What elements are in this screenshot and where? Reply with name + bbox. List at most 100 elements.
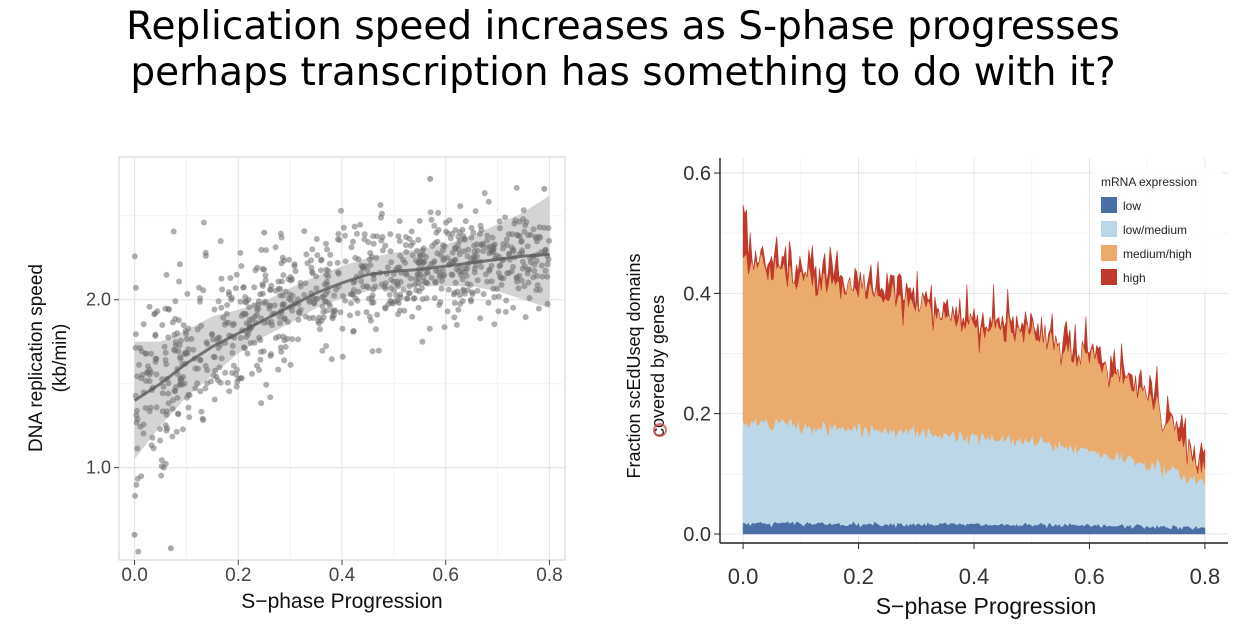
scatter-point	[159, 408, 166, 415]
scatter-point	[268, 318, 275, 325]
scatter-point	[484, 278, 491, 285]
scatter-point	[409, 252, 416, 259]
scatter-point	[472, 208, 479, 215]
scatter-point	[216, 334, 223, 341]
scatter-point	[140, 321, 147, 328]
scatter-point	[210, 336, 216, 343]
scatter-point	[522, 314, 529, 321]
scatter-point	[456, 292, 463, 299]
scatter-point	[367, 317, 374, 324]
scatter-point	[409, 313, 416, 320]
cursor-marker-icon	[653, 423, 667, 437]
scatter-point	[138, 473, 145, 480]
scatter-point	[338, 207, 344, 214]
scatter-point	[370, 240, 377, 247]
scatter-point	[279, 301, 286, 308]
scatter-point	[403, 249, 410, 255]
y-tick-label: 0.2	[683, 404, 711, 426]
scatter-point	[327, 303, 333, 309]
scatter-point	[223, 310, 230, 317]
scatter-point	[419, 338, 426, 345]
scatter-point	[235, 375, 242, 382]
x-axis-label: S−phase Progression	[876, 593, 1097, 619]
scatter-point	[518, 277, 525, 284]
scatter-point	[431, 258, 438, 265]
scatter-point	[350, 327, 357, 334]
scatter-point	[287, 297, 294, 304]
scatter-point	[281, 316, 288, 323]
scatter-point	[521, 228, 528, 235]
scatter-point	[267, 394, 274, 401]
scatter-point	[431, 295, 438, 302]
scatter-point	[257, 356, 264, 363]
scatter-point	[263, 247, 270, 254]
scatter-point	[395, 299, 402, 306]
scatter-point	[364, 267, 371, 274]
scatter-point	[491, 294, 498, 301]
scatter-point	[358, 278, 365, 285]
x-tick-label: 0.2	[843, 564, 874, 589]
scatter-point	[395, 311, 401, 318]
scatter-point	[253, 362, 260, 369]
scatter-point	[511, 220, 518, 227]
scatter-point	[218, 304, 225, 311]
x-tick-label: 0.2	[225, 565, 251, 586]
scatter-point	[165, 306, 172, 313]
scatter-point	[233, 271, 240, 278]
scatter-point	[184, 290, 191, 297]
scatter-point	[301, 292, 308, 298]
scatter-point	[133, 481, 140, 488]
scatter-point	[415, 236, 422, 243]
scatter-point	[200, 219, 207, 226]
scatter-point	[277, 292, 284, 299]
scatter-point	[260, 300, 267, 306]
scatter-point	[175, 348, 182, 355]
y-tick-label: 0.6	[683, 163, 711, 185]
scatter-point	[438, 285, 445, 292]
scatter-point	[374, 233, 381, 240]
scatter-point	[229, 349, 236, 356]
scatter-point	[471, 248, 478, 255]
scatter-point	[192, 385, 199, 392]
scatter-point	[402, 270, 409, 277]
scatter-point	[453, 321, 460, 328]
scatter-point	[137, 345, 144, 351]
area-series-high	[742, 204, 1206, 475]
scatter-point	[198, 322, 205, 329]
scatter-point	[347, 312, 353, 319]
scatter-point	[229, 342, 236, 349]
scatter-point	[388, 259, 395, 266]
scatter-point	[158, 472, 165, 479]
scatter-point	[232, 285, 239, 292]
scatter-point	[170, 228, 177, 235]
legend-label: high	[1123, 271, 1146, 285]
scatter-point	[163, 411, 170, 418]
scatter-point	[388, 285, 395, 292]
scatter-point	[163, 427, 170, 434]
scatter-point	[237, 249, 244, 256]
scatter-point	[146, 303, 153, 310]
scatter-point	[387, 248, 394, 255]
scatter-point	[440, 273, 447, 280]
scatter-point	[544, 300, 551, 307]
x-tick-label: 0.4	[329, 565, 356, 586]
scatter-point	[417, 252, 424, 259]
scatter-point	[202, 385, 209, 392]
scatter-point	[171, 331, 178, 338]
scatter-point	[415, 271, 422, 277]
scatter-point	[297, 283, 304, 290]
scatter-point	[220, 314, 227, 321]
scatter-point	[382, 285, 389, 292]
scatter-point	[439, 267, 446, 274]
scatter-point	[196, 298, 203, 305]
slide-title-line1: Replication speed increases as S-phase p…	[126, 4, 1120, 49]
legend-label: low	[1123, 199, 1141, 213]
scatter-point	[502, 308, 509, 315]
scatter-point	[460, 232, 467, 239]
scatter-point	[433, 229, 440, 236]
scatter-point	[292, 268, 299, 275]
scatter-point	[379, 247, 386, 254]
scatter-point	[489, 234, 496, 241]
scatter-point	[452, 256, 459, 263]
scatter-point	[295, 316, 302, 323]
